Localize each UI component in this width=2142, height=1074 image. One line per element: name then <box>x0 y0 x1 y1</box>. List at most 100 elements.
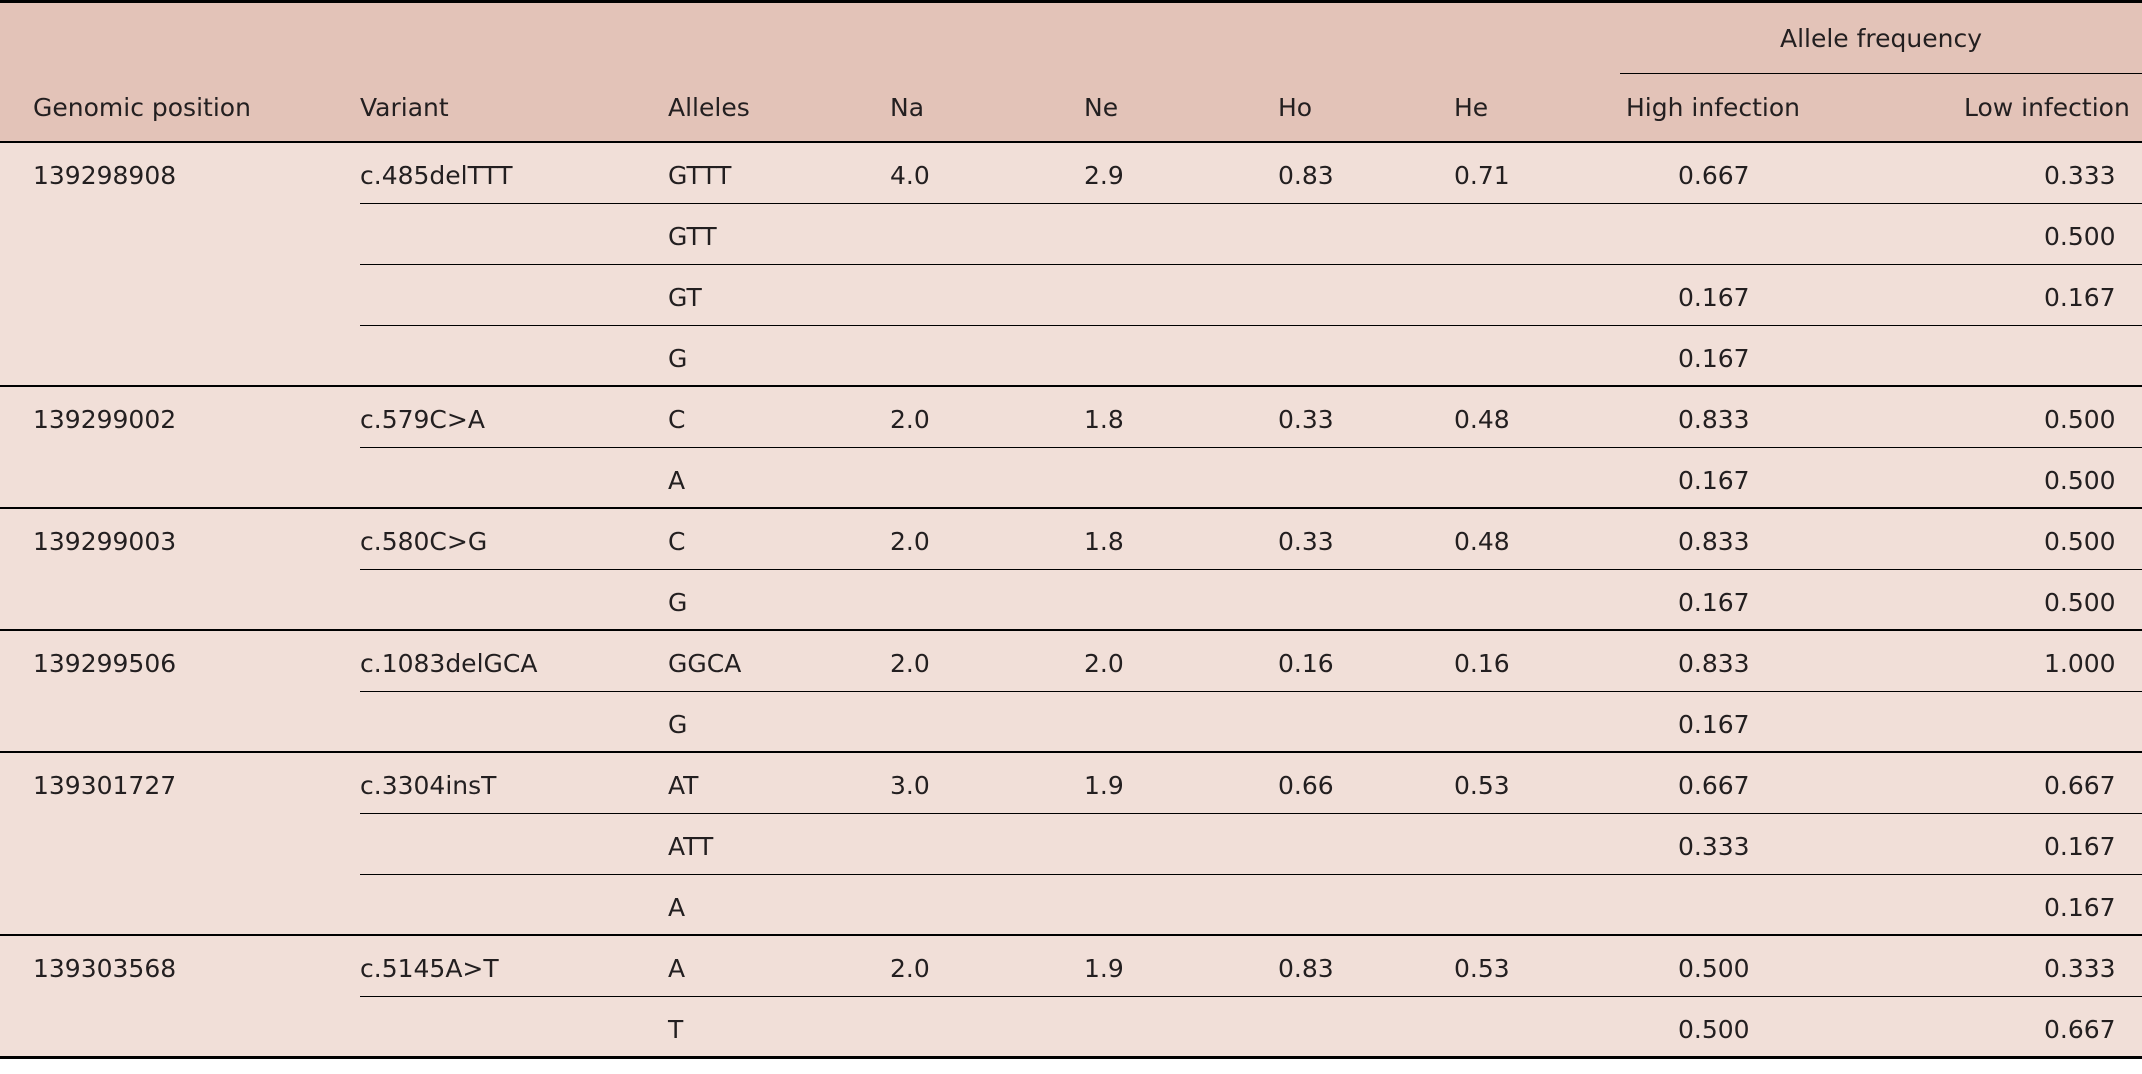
low-infection-cell: 0.333 <box>1888 934 2142 996</box>
high-infection-cell: 0.167 <box>1620 263 1888 325</box>
low-infection-cell: 0.667 <box>1888 751 2142 813</box>
na-cell: 2.0 <box>890 507 1054 569</box>
table-row: A 0.167 <box>0 873 2142 935</box>
col-header-he: He <box>1414 73 1620 142</box>
variant-cell <box>360 995 668 1059</box>
allele-cell: A <box>668 873 890 935</box>
he-cell <box>1414 690 1620 752</box>
variant-cell: c.580C>G <box>360 507 668 569</box>
variant-cell <box>360 812 668 874</box>
low-infection-cell: 0.667 <box>1888 995 2142 1059</box>
high-infection-cell: 0.167 <box>1620 690 1888 752</box>
genomic-position-cell: 139301727 <box>0 751 360 813</box>
high-infection-cell: 0.667 <box>1620 751 1888 813</box>
allele-cell: ATT <box>668 812 890 874</box>
high-infection-cell: 0.167 <box>1620 568 1888 630</box>
low-infection-cell: 0.167 <box>1888 263 2142 325</box>
table-row: 139299506 c.1083delGCA GGCA 2.0 2.0 0.16 0.16 0… <box>0 629 2142 691</box>
table-row: T 0.500 0.667 <box>0 995 2142 1059</box>
low-infection-cell: 0.500 <box>1888 568 2142 630</box>
ho-cell <box>1230 446 1414 508</box>
he-cell: 0.48 <box>1414 507 1620 569</box>
low-infection-cell: 0.333 <box>1888 142 2142 203</box>
he-cell <box>1414 446 1620 508</box>
allele-cell: GTTT <box>668 142 890 203</box>
allele-cell: T <box>668 995 890 1059</box>
allele-cell: G <box>668 324 890 386</box>
high-infection-cell: 0.333 <box>1620 812 1888 874</box>
high-infection-cell: 0.500 <box>1620 995 1888 1059</box>
ho-cell: 0.83 <box>1230 142 1414 203</box>
table-row: GT 0.167 0.167 <box>0 263 2142 325</box>
low-infection-cell: 0.167 <box>1888 812 2142 874</box>
he-cell <box>1414 263 1620 325</box>
ne-cell <box>1054 324 1230 386</box>
he-cell <box>1414 568 1620 630</box>
he-cell: 0.53 <box>1414 751 1620 813</box>
genomic-position-cell <box>0 874 360 935</box>
ho-cell: 0.33 <box>1230 507 1414 569</box>
table-row: ATT 0.333 0.167 <box>0 812 2142 874</box>
table-row: G 0.167 0.500 <box>0 568 2142 630</box>
na-cell <box>890 324 1054 386</box>
ho-cell: 0.83 <box>1230 934 1414 996</box>
he-cell: 0.53 <box>1414 934 1620 996</box>
variant-cell: c.3304insT <box>360 751 668 813</box>
he-cell <box>1414 202 1620 264</box>
table-row: 139298908 c.485delTTT GTTT 4.0 2.9 0.83 0.71 0.… <box>0 142 2142 203</box>
table-row: 139299002 c.579C>A C 2.0 1.8 0.33 0.48 0.833 0.5… <box>0 385 2142 447</box>
ne-cell <box>1054 873 1230 935</box>
high-infection-cell: 0.500 <box>1620 934 1888 996</box>
ho-cell <box>1230 202 1414 264</box>
table-row: G 0.167 <box>0 690 2142 752</box>
he-cell: 0.48 <box>1414 385 1620 447</box>
header-row-bottom: Genomic position Variant Alleles Na Ne H… <box>0 73 2142 142</box>
he-cell <box>1414 995 1620 1059</box>
genomic-position-cell <box>0 203 360 264</box>
na-cell <box>890 568 1054 630</box>
he-cell: 0.16 <box>1414 629 1620 691</box>
ne-cell <box>1054 202 1230 264</box>
high-infection-cell: 0.833 <box>1620 507 1888 569</box>
variant-cell: c.5145A>T <box>360 934 668 996</box>
col-header-high-infection: High infection <box>1620 73 1888 142</box>
he-cell <box>1414 812 1620 874</box>
low-infection-cell: 0.500 <box>1888 202 2142 264</box>
variant-cell: c.579C>A <box>360 385 668 447</box>
allele-frequency-group-header: Allele frequency <box>1620 1 2142 74</box>
he-cell: 0.71 <box>1414 142 1620 203</box>
ne-cell <box>1054 995 1230 1059</box>
high-infection-cell: 0.833 <box>1620 629 1888 691</box>
table-row: A 0.167 0.500 <box>0 446 2142 508</box>
ne-cell: 1.8 <box>1054 507 1230 569</box>
ho-cell <box>1230 263 1414 325</box>
variant-cell <box>360 568 668 630</box>
table-row: GTT 0.500 <box>0 202 2142 264</box>
high-infection-cell: 0.833 <box>1620 385 1888 447</box>
na-cell: 2.0 <box>890 385 1054 447</box>
na-cell: 3.0 <box>890 751 1054 813</box>
header-row-top: Allele frequency <box>0 1 2142 74</box>
allele-cell: GT <box>668 263 890 325</box>
na-cell: 2.0 <box>890 629 1054 691</box>
allele-cell: GGCA <box>668 629 890 691</box>
low-infection-cell <box>1888 690 2142 752</box>
ho-cell: 0.16 <box>1230 629 1414 691</box>
table-row: G 0.167 <box>0 324 2142 386</box>
ho-cell: 0.66 <box>1230 751 1414 813</box>
ho-cell <box>1230 812 1414 874</box>
ho-cell <box>1230 995 1414 1059</box>
table-header: Allele frequency Genomic position Varian… <box>0 1 2142 142</box>
ne-cell: 2.9 <box>1054 142 1230 203</box>
na-cell <box>890 690 1054 752</box>
low-infection-cell: 0.167 <box>1888 873 2142 935</box>
variant-cell <box>360 873 668 935</box>
genomic-position-cell: 139299002 <box>0 385 360 447</box>
variant-cell <box>360 690 668 752</box>
genomic-position-cell <box>0 569 360 630</box>
na-cell: 2.0 <box>890 934 1054 996</box>
low-infection-cell: 0.500 <box>1888 446 2142 508</box>
allele-cell: GTT <box>668 202 890 264</box>
col-header-low-infection: Low infection <box>1888 73 2142 142</box>
